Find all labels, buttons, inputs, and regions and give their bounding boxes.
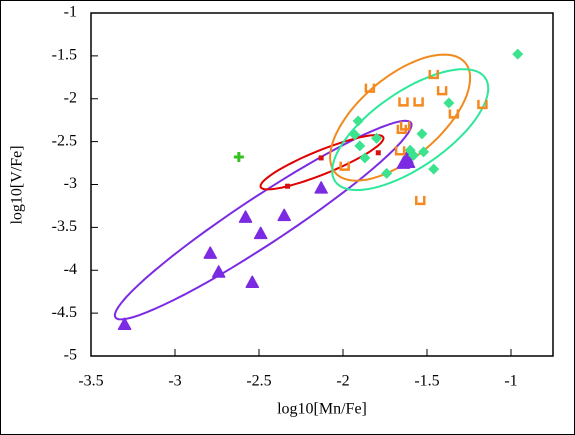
data-point	[394, 146, 406, 156]
data-point	[354, 140, 366, 152]
y-tick-label: -4.5	[52, 304, 77, 321]
y-tick-label: -2.5	[52, 132, 77, 149]
data-point	[277, 208, 291, 222]
data-point	[381, 167, 393, 179]
x-axis-label: log10[Mn/Fe]	[277, 401, 367, 418]
data-point	[359, 152, 371, 164]
confidence-ellipse	[259, 133, 385, 191]
data-point	[318, 155, 324, 161]
data-point	[339, 161, 350, 171]
y-tick-label: -5	[64, 347, 77, 364]
data-point	[398, 97, 409, 107]
y-axis-label: log10[V/Fe]	[9, 145, 26, 224]
data-point	[408, 149, 420, 161]
data-point	[285, 183, 291, 189]
x-tick-label: -3	[168, 373, 181, 390]
data-point	[415, 195, 426, 206]
y-tick-label: -2	[64, 89, 77, 106]
data-point	[233, 152, 244, 163]
y-tick-label: -4	[64, 261, 77, 278]
data-point	[512, 48, 524, 60]
data-point	[117, 317, 132, 331]
y-tick-label: -1.5	[52, 47, 77, 64]
data-point	[413, 97, 424, 107]
data-point	[418, 146, 430, 158]
data-point	[203, 246, 218, 259]
data-point	[371, 132, 383, 144]
data-point	[428, 69, 439, 80]
data-point	[245, 275, 260, 289]
data-point	[443, 97, 455, 109]
data-point	[314, 181, 328, 194]
x-tick-label: -2.5	[246, 373, 271, 390]
x-tick-label: -1.5	[414, 373, 439, 390]
data-point	[436, 86, 448, 96]
data-point	[375, 150, 381, 156]
x-tick-label: -1	[504, 373, 517, 390]
data-point	[349, 129, 361, 141]
x-tick-label: -3.5	[78, 373, 103, 390]
data-point	[253, 226, 268, 240]
confidence-ellipse	[113, 119, 413, 321]
data-point	[352, 115, 364, 127]
data-point	[401, 155, 416, 168]
plot-area	[113, 48, 524, 331]
data-point	[211, 265, 226, 278]
data-point	[428, 163, 440, 175]
data-point	[448, 109, 460, 119]
y-tick-label: -3	[64, 175, 77, 192]
data-point	[238, 210, 253, 223]
data-point	[364, 83, 376, 93]
x-tick-label: -2	[336, 373, 349, 390]
data-point	[477, 99, 488, 110]
data-point	[416, 128, 428, 140]
data-point	[396, 124, 408, 135]
y-tick-label: -1	[64, 4, 77, 21]
y-tick-label: -3.5	[52, 218, 77, 235]
